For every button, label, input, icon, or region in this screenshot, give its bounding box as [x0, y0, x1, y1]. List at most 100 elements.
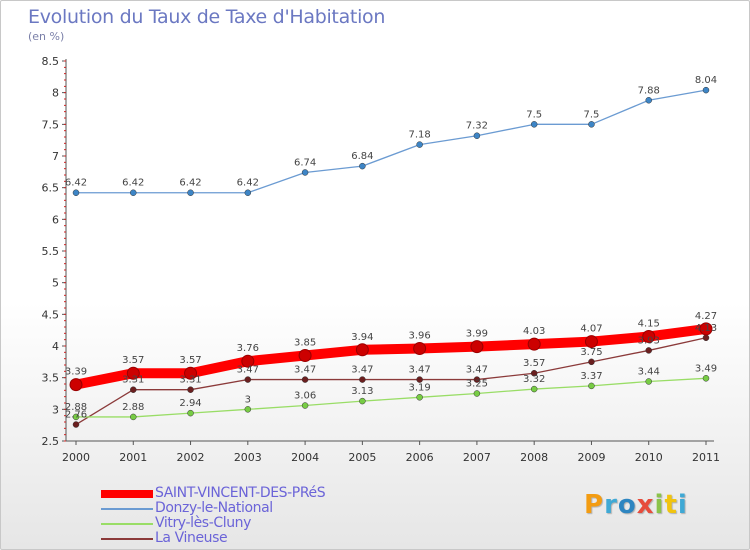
data-label: 7.88	[638, 85, 660, 96]
data-label: 6.42	[65, 178, 87, 189]
series-point	[244, 406, 252, 413]
x-tick-label: 2010	[635, 451, 663, 464]
data-label: 3.57	[179, 355, 201, 366]
legend-label: SAINT-VINCENT-DES-PRéS	[155, 485, 326, 501]
data-label: 2.88	[122, 402, 144, 413]
series-point	[359, 397, 366, 405]
series-point	[588, 121, 595, 128]
data-label: 6.84	[351, 151, 373, 162]
series-line-3	[75, 337, 707, 426]
legend-swatch	[101, 538, 153, 540]
data-label: 4.03	[523, 326, 545, 337]
data-labels-layer: 3.39 3.57 3.57 3.76 3.85 3.94 3.96 3.99 4.03 4.07…	[65, 75, 717, 420]
data-label: 8.04	[695, 75, 717, 86]
data-label: 3.32	[523, 374, 545, 385]
series-point	[473, 390, 481, 397]
x-tick-label: 2002	[177, 451, 205, 464]
y-tick-label: 6	[52, 213, 59, 226]
legend-swatch	[101, 508, 153, 510]
series-point	[530, 385, 538, 393]
data-label: 3.19	[409, 382, 431, 393]
data-label: 3.47	[351, 365, 373, 376]
series-point	[470, 340, 484, 354]
y-tick-label: 2.5	[42, 435, 60, 448]
logo-letter: i	[677, 490, 688, 520]
series-point	[72, 413, 80, 421]
series-point	[130, 386, 137, 393]
series-point	[241, 354, 255, 368]
data-label: 3.85	[294, 338, 316, 349]
series-point	[244, 189, 252, 196]
data-label: 3.47	[237, 365, 259, 376]
series-layer	[69, 86, 713, 428]
series-point	[187, 386, 194, 393]
data-label: 4.27	[695, 311, 717, 322]
y-tick-label: 3	[52, 403, 59, 416]
series-point	[584, 335, 598, 349]
unit-label: (en %)	[28, 30, 65, 43]
series-point	[187, 189, 194, 196]
series-point	[413, 342, 427, 356]
series-point	[645, 378, 652, 385]
logo-letter: r	[604, 490, 618, 520]
x-tick-label: 2008	[520, 451, 548, 464]
chart-title: Evolution du Taux de Taxe d'Habitation	[28, 6, 386, 28]
data-label: 2.94	[179, 398, 201, 409]
y-tick-label: 4	[52, 340, 59, 353]
series-point	[702, 375, 710, 382]
legend-label: La Vineuse	[155, 530, 228, 546]
series-line-2	[75, 377, 707, 418]
series-point	[588, 358, 595, 366]
data-label: 3.13	[351, 386, 373, 397]
legend-swatch	[101, 523, 153, 525]
data-label: 3.94	[351, 332, 373, 343]
data-label: 3.99	[466, 329, 488, 340]
series-point	[359, 162, 366, 170]
axes: 2.5 3 3.5 4 4.5 5 5.5 6 6.5 7 7.5 8 8.5 2000 2001 2002 2…	[42, 55, 721, 464]
series-point	[184, 366, 198, 380]
logo-letter: P	[584, 490, 605, 520]
series-point	[473, 132, 481, 139]
y-tick-label: 5.5	[42, 245, 60, 258]
data-label: 7.32	[466, 121, 488, 132]
data-label: 4.07	[580, 324, 602, 335]
series-point	[416, 141, 423, 148]
data-label: 3.57	[122, 355, 144, 366]
x-tick-label: 2009	[577, 451, 605, 464]
series-point	[473, 376, 481, 383]
data-label: 3.47	[466, 365, 488, 376]
data-label: 3.39	[65, 367, 87, 378]
series-point	[588, 382, 595, 390]
data-label: 3	[245, 394, 251, 405]
data-label: 7.5	[526, 109, 542, 120]
series-point	[530, 369, 538, 377]
x-tick-label: 2001	[119, 451, 147, 464]
series-point	[72, 421, 80, 428]
series-point	[702, 86, 710, 94]
data-label: 3.25	[466, 379, 488, 390]
series-point	[130, 413, 137, 421]
series-point	[355, 343, 369, 357]
data-label: 2.88	[65, 402, 87, 413]
data-label: 3.96	[409, 331, 431, 342]
data-label: 3.76	[237, 343, 259, 354]
data-label: 4.15	[638, 319, 660, 330]
series-point	[642, 330, 656, 343]
series-point	[298, 349, 312, 362]
x-tick-label: 2011	[692, 451, 720, 464]
series-point	[699, 322, 713, 336]
data-label: 3.31	[122, 375, 144, 386]
logo-letter: i	[654, 490, 665, 520]
data-label: 3.75	[580, 347, 602, 358]
data-label: 3.06	[294, 391, 316, 402]
legend-swatch	[101, 490, 153, 498]
series-point	[72, 189, 80, 196]
series-point	[301, 169, 309, 176]
series-point	[359, 376, 366, 383]
legend-label: Donzy-le-National	[155, 500, 273, 516]
data-label: 3.44	[638, 366, 660, 377]
series-point	[187, 409, 194, 417]
series-point	[301, 376, 309, 383]
data-label: 6.42	[179, 178, 201, 189]
